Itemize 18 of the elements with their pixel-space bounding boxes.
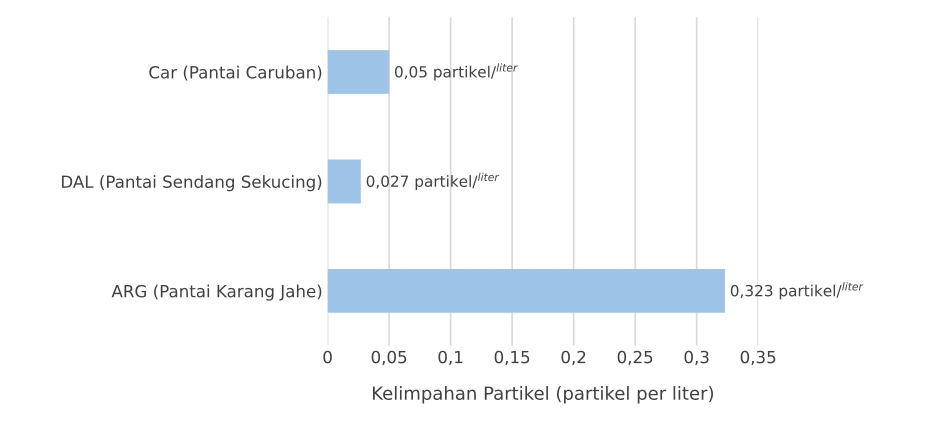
data-label: 0,05 partikel/$^{liter}$ bbox=[394, 63, 518, 81]
data-label: 0,027 partikel/$^{liter}$ bbox=[366, 172, 500, 190]
bar bbox=[328, 160, 361, 204]
data-label: 0,323 partikel/$^{liter}$ bbox=[730, 282, 864, 300]
y-tick-label: DAL (Pantai Sendang Sekucing) bbox=[62, 175, 322, 192]
x-tick-label: 0,3 bbox=[684, 350, 709, 366]
x-tick-label: 0,35 bbox=[740, 350, 776, 366]
x-tick-label: 0,25 bbox=[618, 350, 652, 366]
bar bbox=[328, 268, 725, 313]
x-axis-title: Kelimpahan Partikel (partikel per liter) bbox=[372, 386, 714, 404]
y-tick-label: ARG (Pantai Karang Jahe) bbox=[112, 284, 322, 301]
y-tick-label: Car (Pantai Caruban) bbox=[149, 66, 322, 81]
x-tick-label: 0,2 bbox=[561, 350, 586, 366]
x-tick-label: 0 bbox=[323, 350, 332, 364]
bar bbox=[328, 50, 390, 94]
x-tick-label: 0,1 bbox=[438, 350, 462, 366]
x-tick-label: 0,15 bbox=[494, 350, 530, 366]
x-tick-label: 0,05 bbox=[372, 350, 406, 366]
